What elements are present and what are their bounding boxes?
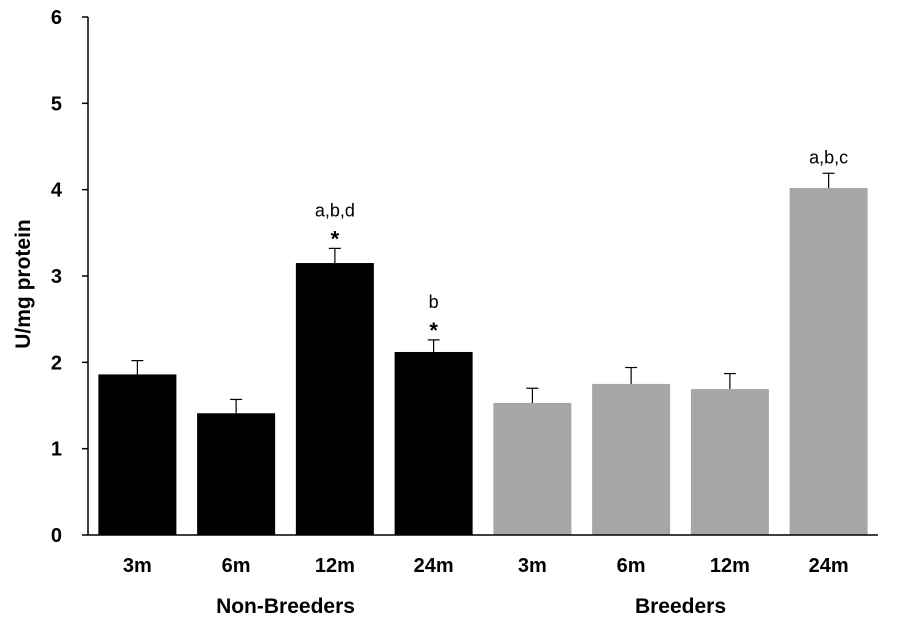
group-label: Breeders: [635, 595, 726, 618]
x-tick-label: 3m: [518, 555, 547, 577]
bar: [592, 383, 671, 535]
y-tick-label: 3: [51, 266, 62, 288]
group-label: Non-Breeders: [216, 595, 355, 618]
x-tick-label: 6m: [222, 555, 251, 577]
bar-annotation: a,b,d: [315, 200, 355, 220]
bar: [493, 402, 572, 535]
x-tick-label: 24m: [809, 555, 849, 577]
bar-annotation: a,b,c: [809, 147, 848, 167]
y-tick-label: 1: [51, 439, 62, 461]
x-tick-label: 12m: [710, 555, 750, 577]
x-tick-label: 6m: [617, 555, 646, 577]
bar: [394, 351, 473, 535]
y-axis-label: U/mg protein: [12, 219, 35, 349]
bar: [295, 263, 374, 535]
y-tick-label: 5: [51, 93, 62, 115]
bar: [98, 374, 177, 535]
y-tick-label: 0: [51, 525, 62, 547]
y-tick-label: 2: [51, 352, 62, 374]
x-tick-label: 24m: [414, 555, 454, 577]
y-tick-label: 4: [51, 180, 63, 202]
bar: [690, 389, 769, 535]
bar: [789, 187, 868, 535]
significance-star: *: [331, 226, 340, 251]
x-tick-label: 12m: [315, 555, 355, 577]
bar-annotation: b: [429, 292, 439, 312]
x-tick-label: 3m: [123, 555, 152, 577]
y-tick-label: 6: [51, 7, 62, 29]
bar: [197, 413, 276, 535]
significance-star: *: [429, 318, 438, 343]
